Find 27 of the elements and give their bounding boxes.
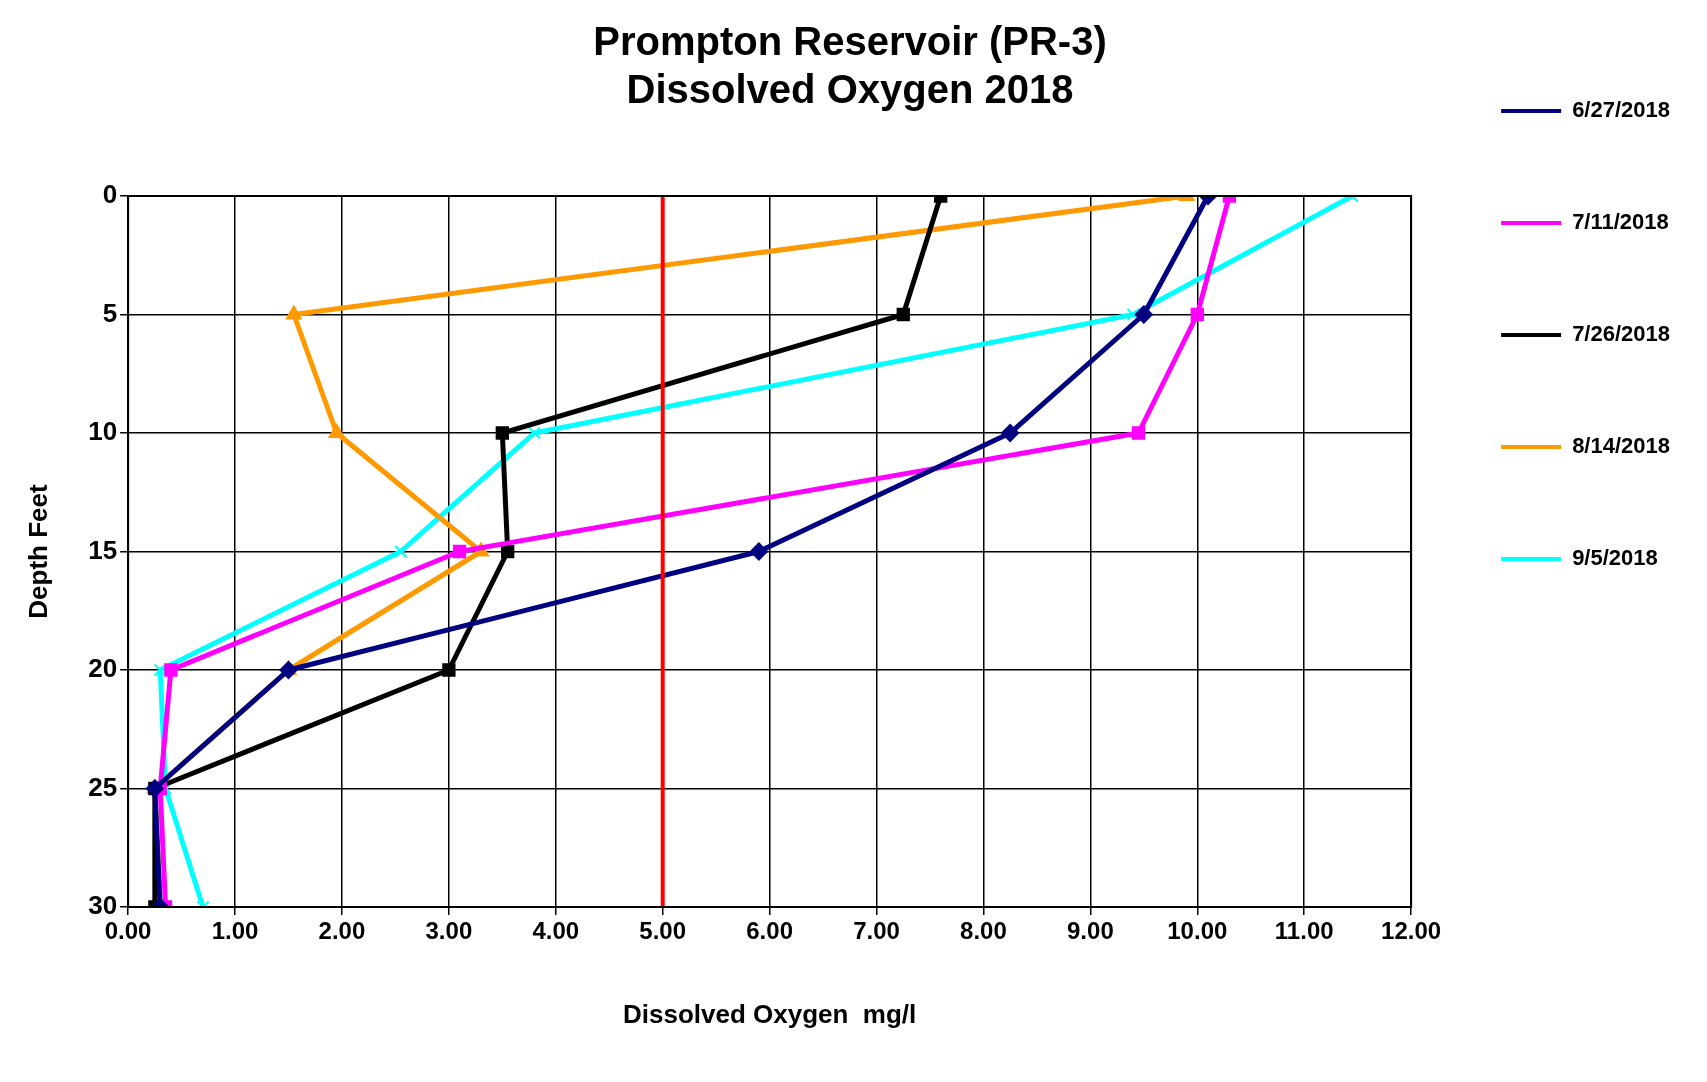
y-tick-label: 0 [102,179,118,210]
x-tick-label: 6.00 [746,917,793,945]
x-tick-label: 2.00 [318,917,366,945]
legend-label: 9/5/2018 [1572,545,1658,571]
x-tick-label: 12.00 [1381,917,1442,945]
x-tick-label: 5.00 [639,917,687,945]
x-tick-label: 7.00 [853,917,900,945]
legend-label: 7/11/2018 [1572,209,1669,235]
legend-label: 6/27/2018 [1572,97,1670,123]
text: Dissolved Oxygen 2018 [626,67,1074,112]
text: Prompton Reservoir (PR-3) [593,19,1107,64]
x-tick-label: 4.00 [532,917,580,945]
y-tick-label: 5 [102,297,118,328]
x-tick-label: 11.00 [1274,917,1334,945]
x-tick-label: 3.00 [425,917,473,945]
x-tick-label: 8.00 [960,917,1007,945]
legend-label: 8/14/2018 [1572,433,1670,459]
y-axis-title: Depth Feet [22,483,53,619]
y-tick-label: 20 [88,653,118,684]
x-tick-label: 1.00 [211,917,259,945]
x-tick-label: 10.00 [1167,917,1228,945]
y-tick-label: 25 [88,771,118,802]
y-tick-label: 15 [88,534,118,565]
x-axis-title: Dissolved Oxygen mg/l [622,998,917,1029]
y-tick-label: 10 [88,416,118,447]
x-tick-label: 9.00 [1067,917,1114,945]
legend-label: 7/26/2018 [1572,321,1670,347]
